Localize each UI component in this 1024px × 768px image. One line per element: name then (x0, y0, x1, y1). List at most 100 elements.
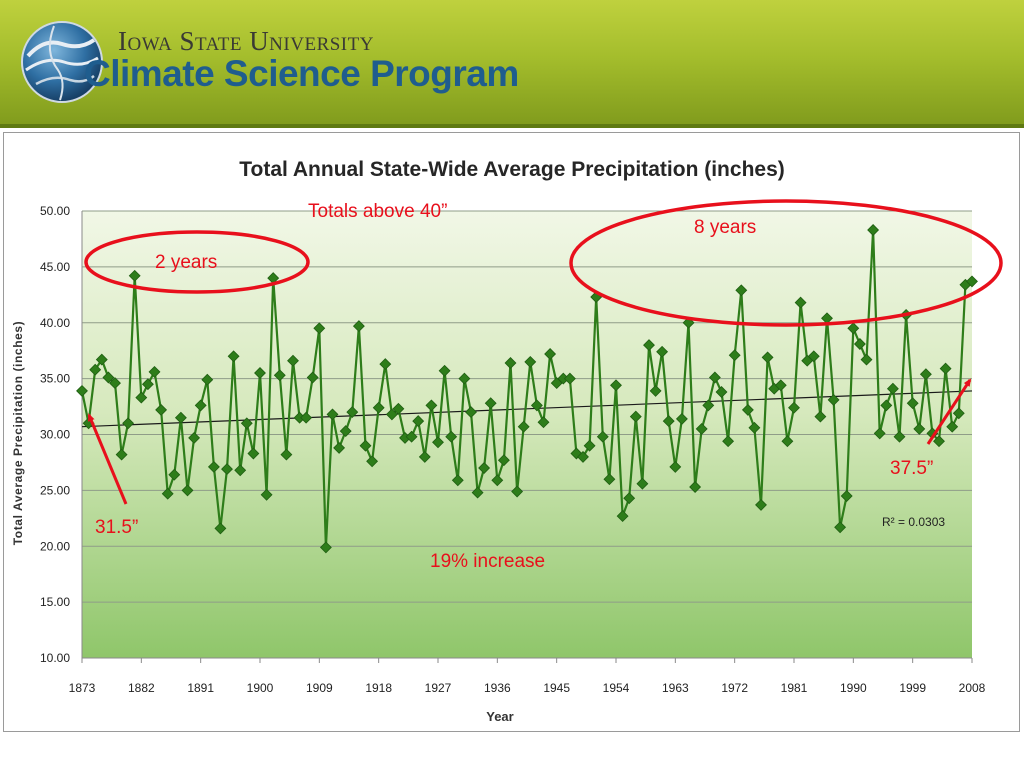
data-point-1916 (359, 439, 372, 452)
data-point-1977 (761, 351, 774, 364)
end-value-annotation: 37.5” (890, 458, 933, 479)
data-point-1941 (524, 355, 537, 368)
data-point-1937 (497, 454, 510, 467)
data-point-1902 (267, 272, 280, 285)
data-point-1894 (214, 522, 227, 535)
data-point-1947 (563, 372, 576, 385)
data-point-1901 (260, 488, 273, 501)
data-point-2005 (946, 420, 959, 433)
data-point-2001 (919, 368, 932, 381)
series-markers (76, 224, 978, 554)
data-point-1988 (834, 521, 847, 534)
data-point-1992 (860, 353, 873, 366)
data-point-1926 (425, 399, 438, 412)
gridlines (82, 210, 972, 603)
data-point-1873 (76, 384, 88, 397)
data-point-1878 (109, 377, 121, 390)
data-point-1990 (847, 322, 860, 335)
end-arrow (926, 378, 972, 445)
data-point-1924 (412, 415, 425, 428)
x-tick-label: 1873 (69, 681, 96, 695)
data-point-2008 (966, 275, 978, 288)
data-point-1900 (254, 367, 266, 379)
data-point-1906 (293, 411, 306, 424)
x-tick-label: 2008 (959, 681, 986, 695)
y-axis-ticks: 10.00 15.00 20.00 25.00 30.00 35.00 40.00 45.00… (40, 204, 70, 665)
x-tick-label: 1882 (128, 681, 155, 695)
data-point-1908 (306, 371, 319, 384)
data-point-1960 (649, 384, 662, 397)
x-tick-label: 1945 (543, 681, 570, 695)
data-point-1961 (656, 345, 669, 358)
header-divider (0, 124, 1024, 128)
data-point-1910 (319, 541, 332, 554)
data-point-1921 (392, 402, 405, 415)
data-point-1914 (346, 406, 359, 419)
data-point-2003 (933, 435, 945, 448)
x-tick-label: 1972 (721, 681, 748, 695)
totals-above-annotation: Totals above 40” (308, 201, 447, 222)
x-tick-label: 1918 (365, 681, 392, 695)
data-point-1987 (827, 393, 840, 406)
data-point-1920 (385, 408, 398, 421)
data-point-1953 (603, 473, 616, 486)
data-point-1884 (148, 365, 161, 378)
data-point-1896 (227, 350, 240, 363)
x-tick-label: 1891 (187, 681, 214, 695)
data-point-1876 (95, 353, 108, 366)
data-point-1927 (432, 436, 444, 449)
data-point-1895 (221, 463, 233, 476)
x-tick-label: 1927 (425, 681, 452, 695)
data-point-1966 (689, 481, 702, 493)
data-point-1887 (168, 468, 181, 481)
data-point-1879 (115, 448, 128, 461)
data-point-1932 (465, 406, 477, 419)
data-point-1915 (352, 320, 365, 333)
x-tick-label: 1954 (603, 681, 630, 695)
data-point-1893 (207, 460, 220, 473)
data-point-1973 (735, 284, 748, 297)
data-point-1919 (379, 358, 392, 371)
data-point-1905 (287, 354, 299, 367)
data-point-1993 (867, 224, 880, 236)
data-point-1898 (240, 417, 253, 430)
data-point-1875 (89, 363, 102, 376)
data-point-1991 (853, 338, 866, 350)
data-point-1999 (906, 397, 919, 410)
data-point-1986 (821, 312, 833, 325)
x-tick-label: 1990 (840, 681, 867, 695)
data-point-1994 (873, 427, 886, 440)
data-point-1967 (695, 422, 708, 435)
y-tick-label: 10.00 (40, 651, 70, 665)
data-point-1957 (629, 410, 642, 423)
data-point-1880 (122, 417, 135, 430)
start-arrow (87, 413, 128, 505)
data-point-1964 (675, 412, 688, 425)
data-point-1942 (530, 399, 543, 412)
data-point-1950 (583, 439, 596, 452)
data-point-1955 (616, 510, 629, 523)
series-line (80, 228, 973, 549)
data-point-1989 (840, 490, 853, 502)
data-point-1974 (741, 403, 754, 416)
data-point-1885 (155, 403, 168, 416)
data-point-1939 (511, 485, 524, 498)
data-point-1903 (273, 369, 286, 382)
data-point-1913 (339, 425, 352, 438)
data-point-1996 (886, 382, 899, 395)
data-point-1976 (755, 498, 767, 511)
data-point-1980 (781, 435, 794, 448)
data-point-2000 (913, 422, 926, 435)
data-point-1972 (728, 349, 741, 362)
data-point-1899 (247, 447, 260, 460)
data-point-1946 (557, 372, 570, 385)
data-point-1959 (643, 339, 655, 352)
data-point-1954 (610, 379, 622, 392)
data-point-1892 (201, 373, 214, 386)
data-point-1936 (491, 474, 504, 487)
x-tick-label: 1936 (484, 681, 511, 695)
data-point-1952 (596, 430, 609, 443)
data-point-1918 (372, 401, 385, 414)
data-point-1958 (636, 477, 649, 490)
data-point-1909 (313, 322, 326, 335)
